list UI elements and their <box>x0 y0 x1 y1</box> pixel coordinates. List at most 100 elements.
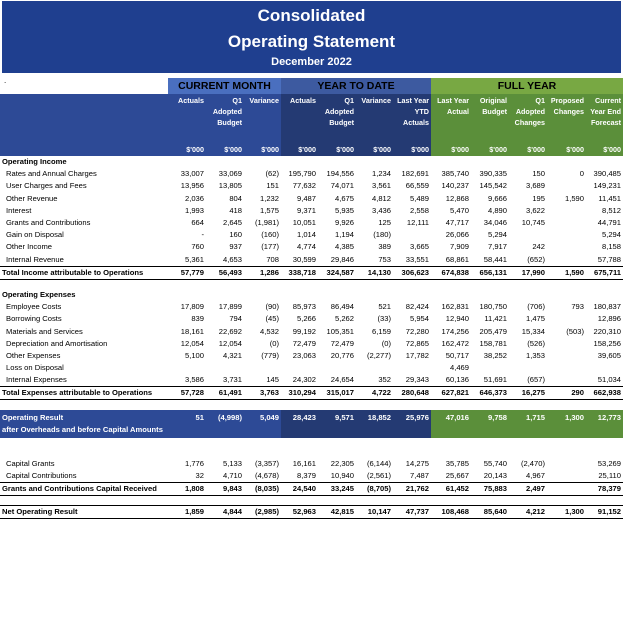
value-cell: 125 <box>378 218 391 228</box>
col-header: Actuals <box>281 94 318 140</box>
value-cell: 25,110 <box>598 471 621 480</box>
table-row: Depreciation and Amortisation 12,054 12,05… <box>0 338 623 350</box>
operating-statement-table: Actuals Q1 Adopted Budget Variance Actua… <box>0 94 623 519</box>
value-cell: 39,605 <box>597 351 621 361</box>
value-cell <box>206 289 244 301</box>
value-cell: 4,710 <box>222 471 242 480</box>
value-cell: 75,883 <box>471 482 509 496</box>
value-cell: 22,305 <box>330 458 354 468</box>
value-cell: 25,976 <box>393 409 431 438</box>
unit-cell: $'000 <box>547 140 586 156</box>
unit-cell: $'000 <box>318 140 356 156</box>
value-cell: 33,551 <box>405 254 429 264</box>
value-cell: 315,017 <box>318 386 356 401</box>
value-cell <box>168 289 206 301</box>
value-cell: 99,192 <box>292 326 316 336</box>
value-cell <box>168 362 206 374</box>
value-cell: 794 <box>229 314 242 324</box>
value-cell <box>547 338 586 350</box>
value-cell: 2,558 <box>409 205 429 215</box>
value-cell: 195,790 <box>288 169 316 179</box>
table-row: Internal Expenses 3,586 3,731 145 24,302 24,6… <box>0 374 623 387</box>
value-cell: 1,993 <box>184 205 204 215</box>
value-cell: 85,973 <box>292 302 316 312</box>
value-cell: 61,452 <box>431 482 471 496</box>
spacer-cell <box>586 496 623 506</box>
spacer-cell <box>0 400 168 410</box>
col-header: Last Year YTD Actuals <box>393 94 431 140</box>
value-cell: 804 <box>229 193 242 203</box>
table-row: Grants and Contributions 664 2,645 (1,981) 1… <box>0 217 623 229</box>
spacer-cell <box>431 400 471 410</box>
unit-cell: $'000 <box>471 140 509 156</box>
row-label-line2: after Overheads and before Capital Amoun… <box>2 424 163 434</box>
spacer-cell <box>431 279 471 289</box>
value-cell: (706) <box>527 302 545 312</box>
value-cell: 68,861 <box>445 254 469 264</box>
value-cell: 12,896 <box>597 314 621 324</box>
value-cell: 47,016 <box>431 409 471 438</box>
value-cell: (3,357) <box>254 458 279 468</box>
value-cell: 4,653 <box>222 254 242 264</box>
col-header: Proposed Changes <box>547 94 586 140</box>
value-cell: 158,256 <box>593 338 621 348</box>
value-cell: 51,691 <box>483 375 507 385</box>
row-label: Other Income <box>6 242 53 252</box>
row-label: Grants and Contributions <box>6 218 91 228</box>
statement-body: Operating Income Rates and Annual Charges… <box>0 156 623 519</box>
table-row: Gain on Disposal - 160 (160) 1,014 1,194 (180)… <box>0 229 623 241</box>
spacer-cell <box>318 279 356 289</box>
spacer-row <box>0 279 623 289</box>
value-cell: 14,130 <box>356 265 393 280</box>
value-cell: 4,722 <box>356 386 393 401</box>
value-cell <box>547 217 586 229</box>
value-cell: 4,532 <box>259 326 279 336</box>
value-cell <box>244 362 281 374</box>
value-cell: 1,575 <box>259 205 279 215</box>
row-label: Gain on Disposal <box>6 230 64 240</box>
spacer-cell <box>168 438 206 448</box>
value-cell: 1,776 <box>184 458 204 468</box>
value-cell: 26,066 <box>445 230 469 240</box>
value-cell: 324,587 <box>318 265 356 280</box>
value-cell <box>393 156 431 168</box>
value-cell: 4,321 <box>222 351 242 361</box>
spacer-cell <box>509 400 547 410</box>
spacer-cell <box>281 438 318 448</box>
value-cell: 8,158 <box>601 242 621 252</box>
row-label: Internal Revenue <box>6 254 64 264</box>
value-cell: 28,423 <box>281 409 318 438</box>
spacer-cell <box>471 496 509 506</box>
value-cell: 18,161 <box>180 326 204 336</box>
value-cell <box>509 229 547 241</box>
value-cell <box>393 362 431 374</box>
value-cell: 47,737 <box>393 505 431 519</box>
value-cell: 10,745 <box>521 218 545 228</box>
spacer-cell <box>547 279 586 289</box>
value-cell: 5,100 <box>184 351 204 361</box>
row-label: Operating Result after Overheads and befo… <box>0 409 168 438</box>
row-label: Employee Costs <box>6 302 62 312</box>
value-cell: 12,773 <box>586 409 623 438</box>
value-cell: (657) <box>527 375 545 385</box>
spacer-cell <box>244 438 281 448</box>
value-cell: (2,470) <box>520 458 545 468</box>
value-cell: 33,007 <box>180 169 204 179</box>
spacer-cell <box>281 496 318 506</box>
row-label: Total Expenses attributable to Operation… <box>0 386 168 401</box>
value-cell: 72,865 <box>405 338 429 348</box>
value-cell: 418 <box>229 205 242 215</box>
value-cell <box>547 362 586 374</box>
value-cell <box>547 180 586 192</box>
col-header: Q1 Adopted Changes <box>509 94 547 140</box>
value-cell: 10,051 <box>292 218 316 228</box>
value-cell: 13,805 <box>218 181 242 191</box>
spacer-cell <box>0 448 168 458</box>
value-cell: 675,711 <box>586 265 623 280</box>
value-cell: 12,054 <box>218 338 242 348</box>
value-cell: 29,343 <box>405 375 429 385</box>
spacer-cell <box>471 438 509 448</box>
value-cell: 937 <box>229 242 242 252</box>
value-cell: 662,938 <box>586 386 623 401</box>
row-label: Net Operating Result <box>0 505 168 519</box>
